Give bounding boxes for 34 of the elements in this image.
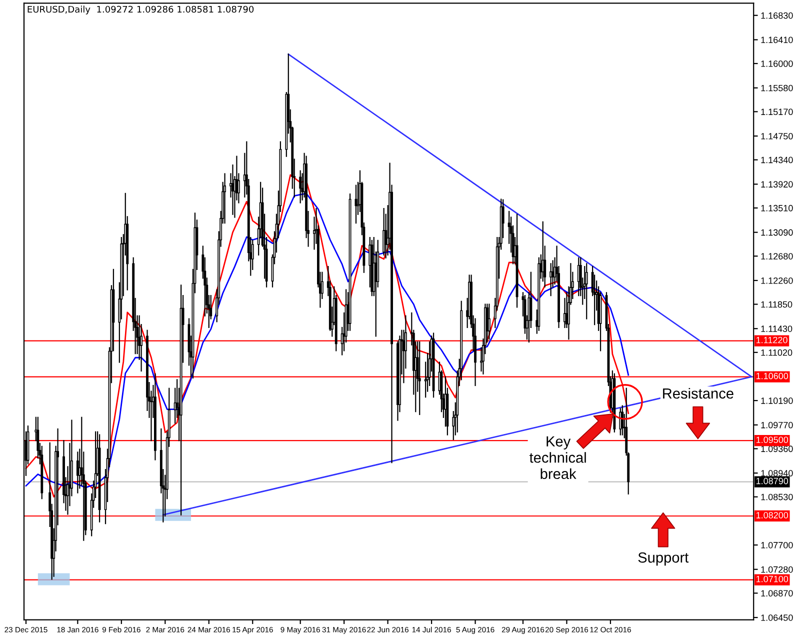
y-tick-label: 1.08530 [761, 494, 793, 500]
y-tick-label: 1.11020 [761, 349, 792, 356]
y-tick-label: 1.15170 [761, 108, 793, 116]
annotation: Key technical break [530, 436, 586, 480]
y-tick-label: 1.06450 [761, 614, 793, 621]
y-tick-label: 1.09360 [761, 446, 793, 452]
y-tick-label: 1.16000 [761, 60, 793, 67]
y-tick-label: 1.15580 [761, 84, 793, 92]
y-tick-label: 1.13510 [761, 204, 793, 212]
y-tick-label: 1.07280 [761, 566, 793, 573]
chart-title: EURUSD,Daily 1.09272 1.09286 1.08581 1.08790 [28, 6, 254, 14]
y-tick-label: 1.16410 [761, 36, 793, 44]
y-tick-label: 1.14340 [761, 156, 793, 164]
y-tick-label: 1.13090 [761, 229, 793, 236]
y-tick-label: 1.16830 [761, 12, 793, 19]
ref-line-label: 1.08200 [756, 512, 788, 518]
y-tick-label: 1.09770 [761, 422, 793, 428]
y-tick-label: 1.08940 [761, 470, 793, 476]
y-tick-label: 1.11850 [761, 301, 792, 308]
y-tick-label: 1.10190 [761, 398, 793, 404]
y-tick-label: 1.14750 [761, 133, 793, 140]
ref-line-label: 1.10600 [756, 372, 788, 380]
ref-line-label: 1.08790 [756, 478, 788, 484]
annotation: Support [638, 552, 689, 566]
ref-line-label: 1.11220 [756, 336, 788, 344]
annotation: Resistance [663, 388, 734, 399]
y-tick-label: 1.06870 [761, 590, 793, 597]
y-tick-label: 1.07700 [761, 542, 793, 548]
y-tick-label: 1.11430 [761, 326, 792, 332]
y-tick-label: 1.13920 [761, 181, 793, 188]
ref-line-label: 1.09500 [756, 436, 788, 444]
y-tick-label: 1.12260 [761, 277, 793, 284]
ref-line-label: 1.07100 [756, 576, 788, 582]
y-tick-label: 1.12680 [761, 253, 793, 260]
